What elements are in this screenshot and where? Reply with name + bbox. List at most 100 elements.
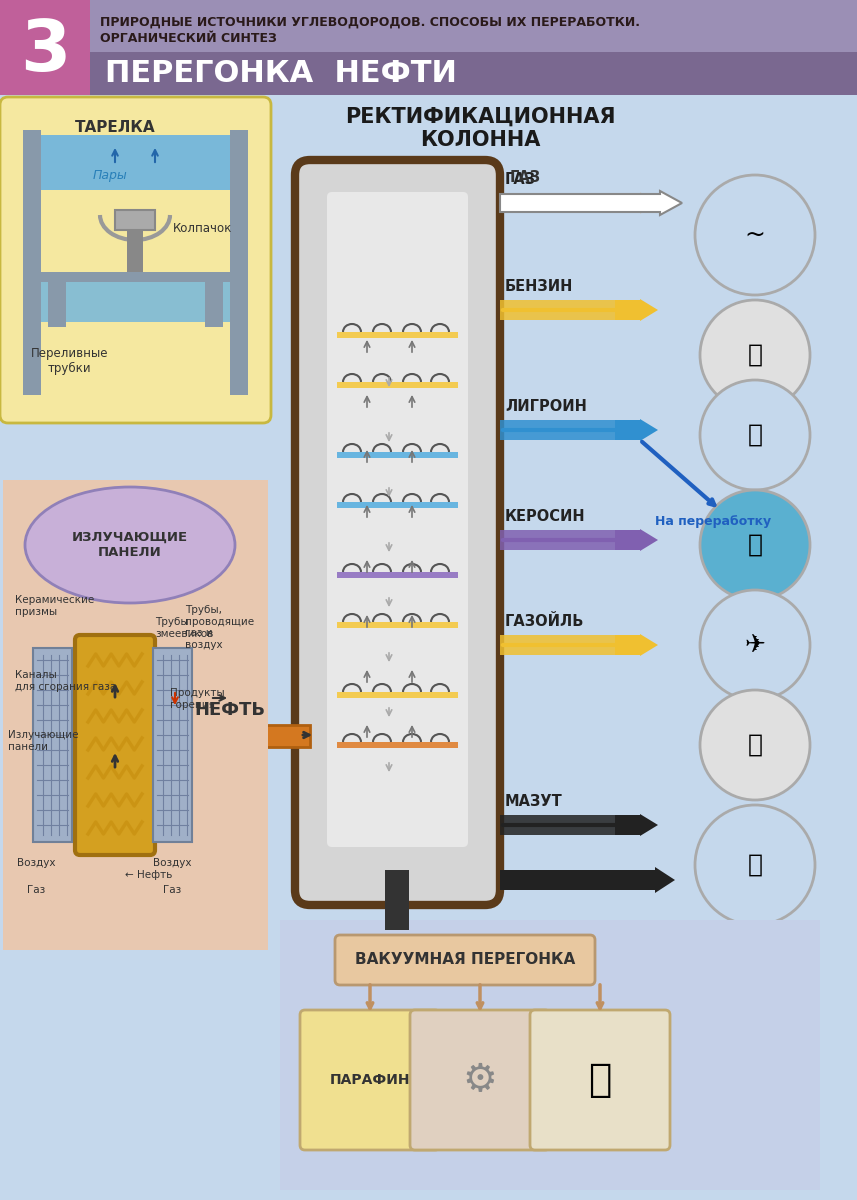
FancyBboxPatch shape (337, 622, 458, 628)
FancyArrow shape (500, 866, 675, 893)
FancyArrowPatch shape (503, 196, 632, 210)
FancyArrowPatch shape (503, 638, 632, 652)
FancyArrow shape (615, 192, 658, 214)
FancyArrow shape (615, 419, 658, 440)
Text: ТАРЕЛКА: ТАРЕЛКА (75, 120, 156, 134)
FancyBboxPatch shape (41, 282, 230, 322)
FancyArrow shape (615, 814, 658, 836)
Text: Газ: Газ (163, 886, 181, 895)
Text: Каналы
для сгорания газа: Каналы для сгорания газа (15, 670, 117, 691)
Circle shape (695, 175, 815, 295)
Text: Воздух: Воздух (17, 858, 55, 868)
FancyBboxPatch shape (500, 530, 620, 550)
Text: ИЗЛУЧАЮЩИЕ
ПАНЕЛИ: ИЗЛУЧАЮЩИЕ ПАНЕЛИ (72, 530, 188, 559)
Circle shape (700, 300, 810, 410)
Text: 🚜: 🚜 (588, 1061, 612, 1099)
Text: МАЗУТ: МАЗУТ (505, 794, 563, 809)
FancyBboxPatch shape (385, 870, 409, 930)
Text: 🚜: 🚜 (747, 733, 763, 757)
Text: 🚗: 🚗 (747, 422, 763, 446)
FancyBboxPatch shape (337, 742, 458, 748)
Text: ОРГАНИЧЕСКИЙ СИНТЕЗ: ОРГАНИЧЕСКИЙ СИНТЕЗ (100, 31, 277, 44)
FancyBboxPatch shape (90, 52, 857, 95)
Text: ПРИРОДНЫЕ ИСТОЧНИКИ УГЛЕВОДОРОДОВ. СПОСОБЫ ИХ ПЕРЕРАБОТКИ.: ПРИРОДНЫЕ ИСТОЧНИКИ УГЛЕВОДОРОДОВ. СПОСО… (100, 16, 640, 29)
FancyBboxPatch shape (500, 420, 620, 440)
FancyArrowPatch shape (503, 304, 632, 317)
Text: Колпачок: Колпачок (173, 222, 232, 234)
FancyBboxPatch shape (155, 725, 310, 746)
Text: ⚙: ⚙ (463, 1061, 497, 1099)
FancyBboxPatch shape (153, 648, 192, 842)
FancyBboxPatch shape (300, 1010, 440, 1150)
FancyBboxPatch shape (33, 648, 72, 842)
FancyBboxPatch shape (280, 920, 820, 1190)
FancyBboxPatch shape (3, 480, 268, 950)
FancyBboxPatch shape (335, 935, 595, 985)
FancyBboxPatch shape (295, 160, 500, 905)
Text: Переливные
трубки: Переливные трубки (31, 347, 109, 376)
Text: ГАЗ: ГАЗ (505, 172, 536, 187)
Text: Воздух: Воздух (153, 858, 191, 868)
Text: ПЕРЕГОНКА  НЕФТИ: ПЕРЕГОНКА НЕФТИ (105, 60, 457, 89)
FancyBboxPatch shape (410, 1010, 550, 1150)
FancyBboxPatch shape (115, 210, 155, 230)
FancyArrow shape (500, 191, 682, 215)
Ellipse shape (25, 487, 235, 602)
Text: 🛢: 🛢 (747, 533, 763, 557)
FancyBboxPatch shape (500, 635, 620, 655)
Text: КЕРОСИН: КЕРОСИН (505, 509, 585, 524)
Text: Газ: Газ (27, 886, 45, 895)
Text: Трубы
змеевиков: Трубы змеевиков (155, 617, 213, 638)
FancyArrowPatch shape (503, 533, 632, 547)
Circle shape (700, 690, 810, 800)
FancyBboxPatch shape (337, 452, 458, 458)
FancyArrow shape (615, 529, 658, 551)
Text: Излучающие
панели: Излучающие панели (8, 730, 79, 751)
FancyBboxPatch shape (205, 272, 223, 326)
FancyBboxPatch shape (337, 382, 458, 388)
Text: 3: 3 (20, 18, 70, 86)
Text: Продукты
горения: Продукты горения (170, 688, 225, 709)
Text: БЕНЗИН: БЕНЗИН (505, 278, 573, 294)
FancyArrowPatch shape (503, 818, 632, 832)
FancyArrowPatch shape (503, 424, 632, 437)
Text: ~: ~ (745, 223, 765, 247)
Circle shape (700, 490, 810, 600)
FancyBboxPatch shape (337, 502, 458, 508)
Text: ПАРАФИН: ПАРАФИН (330, 1073, 411, 1087)
Text: ГАЗ: ГАЗ (510, 170, 541, 185)
FancyBboxPatch shape (127, 230, 143, 275)
FancyBboxPatch shape (327, 192, 468, 847)
FancyBboxPatch shape (337, 572, 458, 578)
FancyBboxPatch shape (530, 1010, 670, 1150)
Circle shape (695, 805, 815, 925)
FancyBboxPatch shape (500, 300, 620, 320)
Text: ГАЗОЙЛЬ: ГАЗОЙЛЬ (505, 614, 584, 629)
FancyBboxPatch shape (337, 692, 458, 698)
Text: ✈: ✈ (745, 634, 765, 658)
Circle shape (700, 590, 810, 700)
Text: РЕКТИФИКАЦИОННАЯ
КОЛОННА: РЕКТИФИКАЦИОННАЯ КОЛОННА (345, 107, 615, 150)
Text: ВАКУУМНАЯ ПЕРЕГОНКА: ВАКУУМНАЯ ПЕРЕГОНКА (355, 953, 575, 967)
Text: Трубы,
проводящие
газ и
воздух: Трубы, проводящие газ и воздух (185, 605, 255, 649)
Text: Пары: Пары (93, 168, 128, 181)
FancyBboxPatch shape (0, 0, 857, 95)
FancyArrow shape (615, 634, 658, 656)
FancyArrow shape (615, 299, 658, 320)
FancyBboxPatch shape (0, 97, 271, 422)
Text: На переработку: На переработку (655, 515, 771, 528)
FancyBboxPatch shape (0, 95, 857, 1200)
Text: ЛИГРОИН: ЛИГРОИН (505, 398, 587, 414)
Circle shape (700, 380, 810, 490)
FancyBboxPatch shape (337, 332, 458, 338)
FancyBboxPatch shape (75, 635, 155, 854)
FancyBboxPatch shape (23, 134, 248, 190)
FancyBboxPatch shape (230, 130, 248, 395)
FancyBboxPatch shape (500, 193, 620, 214)
FancyBboxPatch shape (0, 0, 90, 95)
FancyBboxPatch shape (48, 272, 66, 326)
Text: ← Нефть: ← Нефть (125, 870, 172, 880)
Text: ⛽: ⛽ (747, 343, 763, 367)
Text: Керамические
призмы: Керамические призмы (15, 595, 94, 617)
Text: 🚢: 🚢 (747, 853, 763, 877)
